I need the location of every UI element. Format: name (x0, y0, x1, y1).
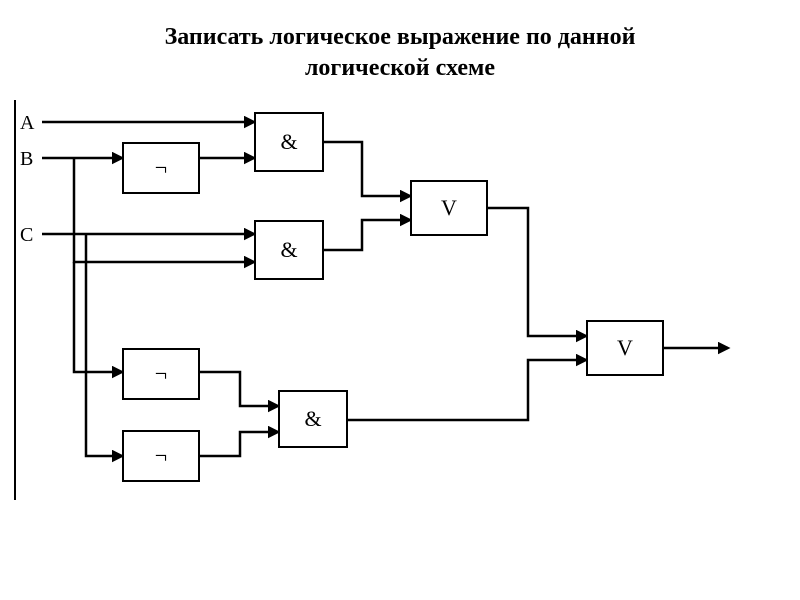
gate-and2: & (254, 220, 324, 280)
edge-13 (488, 208, 586, 336)
edge-9 (74, 262, 122, 372)
gate-and1: & (254, 112, 324, 172)
logic-diagram: AB C ¬ & & V ¬ ¬ & V (12, 100, 788, 570)
edge-12 (200, 432, 278, 456)
gate-not1: ¬ (122, 142, 200, 194)
gate-or2: V (586, 320, 664, 376)
edge-8 (324, 220, 410, 250)
gate-not3: ¬ (122, 430, 200, 482)
input-label-C: C (20, 224, 33, 247)
gate-not2: ¬ (122, 348, 200, 400)
gate-or1: V (410, 180, 488, 236)
edge-10 (86, 234, 122, 456)
gate-and3: & (278, 390, 348, 448)
input-label-B: B (20, 148, 33, 171)
edge-7 (324, 142, 410, 196)
page-title: Записать логическое выражение по данной … (0, 22, 800, 84)
edge-11 (200, 372, 278, 406)
input-label-A: A (20, 112, 34, 135)
edge-14 (348, 360, 586, 420)
